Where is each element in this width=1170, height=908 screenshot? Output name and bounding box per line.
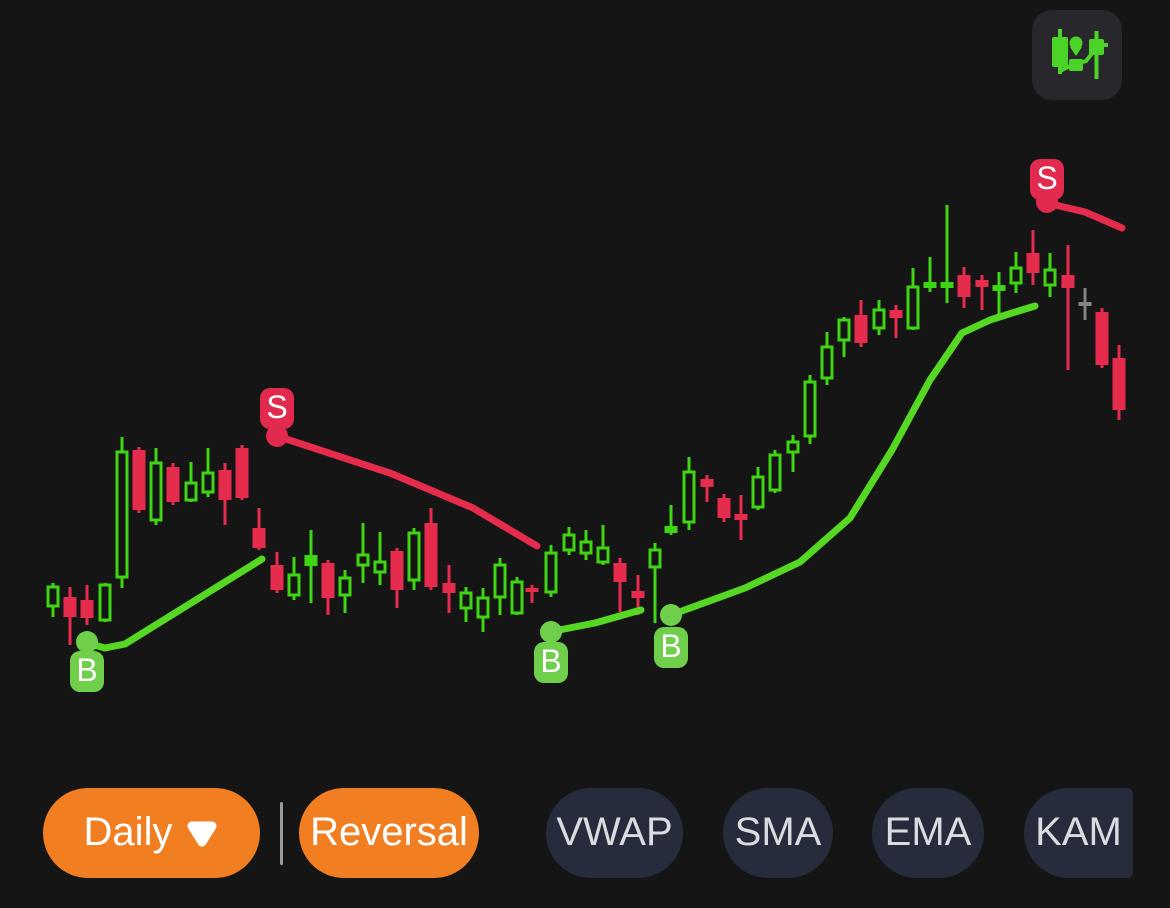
trade-marker-sell[interactable]: S (260, 388, 294, 447)
candle (803, 375, 817, 444)
candle (579, 530, 593, 560)
indicator-button-reversal[interactable]: Reversal (299, 788, 479, 878)
candle (132, 447, 146, 513)
candle (906, 268, 920, 330)
timeframe-button[interactable]: Daily (43, 788, 260, 878)
svg-text:B: B (660, 628, 681, 664)
candle (235, 445, 249, 500)
candle (751, 467, 765, 510)
reversal-candles-icon (1052, 29, 1108, 79)
candle (476, 588, 490, 632)
candle (1095, 308, 1109, 368)
svg-text:B: B (540, 643, 561, 679)
candle (854, 300, 868, 347)
candles-layer (46, 205, 1126, 645)
candle (1061, 245, 1075, 370)
candle (184, 462, 198, 502)
candle (373, 532, 387, 585)
indicator-label: KAM (1035, 809, 1122, 854)
candle (1026, 230, 1040, 285)
candle (940, 205, 954, 303)
indicator-label: VWAP (556, 809, 673, 854)
buy-trend-2 (545, 606, 645, 636)
candle (459, 587, 473, 622)
candle (390, 548, 404, 608)
indicator-button-ema[interactable]: EMA (872, 788, 984, 878)
candle (46, 583, 60, 617)
candle (957, 267, 971, 308)
indicator-button-sma[interactable]: SMA (723, 788, 833, 878)
candle (992, 272, 1006, 317)
candle (510, 577, 524, 615)
candle (872, 300, 886, 335)
candle (63, 587, 77, 645)
candle (682, 457, 696, 530)
toolbar-divider (280, 802, 283, 865)
svg-text:S: S (1036, 160, 1057, 196)
candle (923, 257, 937, 292)
candle (525, 585, 539, 603)
candle (80, 585, 94, 625)
candle (734, 495, 748, 540)
trade-marker-buy[interactable]: B (70, 631, 104, 692)
buy-trend-3 (667, 302, 1039, 619)
indicator-button-kam[interactable]: KAM (1024, 788, 1133, 878)
trade-marker-buy[interactable]: B (654, 604, 688, 668)
svg-text:S: S (266, 389, 287, 425)
candle (218, 463, 232, 525)
candle (1112, 345, 1126, 420)
candle (975, 275, 989, 310)
candle (613, 558, 627, 612)
sell-trend-1 (273, 432, 541, 550)
candle (338, 570, 352, 613)
candle (321, 560, 335, 615)
indicator-label: EMA (884, 809, 972, 854)
candle (1043, 253, 1057, 297)
candle (98, 583, 112, 622)
candle (270, 552, 284, 593)
candle (493, 558, 507, 615)
candle (166, 463, 180, 505)
candle (287, 557, 301, 600)
candle (1078, 288, 1092, 320)
candle (407, 528, 421, 590)
trade-marker-sell[interactable]: S (1030, 159, 1064, 213)
buy-trend-1 (83, 555, 266, 652)
candle (837, 317, 851, 357)
candle (115, 437, 129, 588)
indicator-label: Reversal (310, 809, 468, 854)
candle (442, 565, 456, 613)
indicator-button-vwap[interactable]: VWAP (546, 788, 683, 878)
svg-text:B: B (76, 652, 97, 688)
candle (424, 508, 438, 590)
candle (356, 523, 370, 583)
candle (820, 332, 834, 385)
triangle-down-icon (187, 821, 217, 847)
candle (717, 494, 731, 522)
candle (562, 527, 576, 555)
candle (768, 450, 782, 493)
timeframe-label: Daily (83, 809, 173, 854)
trade-marker-buy[interactable]: B (534, 621, 568, 683)
candle (544, 545, 558, 597)
bottom-toolbar: Daily Reversal VWAP SMA EMA KAM (0, 788, 1170, 878)
candle (889, 305, 903, 338)
candle (1009, 252, 1023, 293)
chart-style-button[interactable] (1032, 10, 1122, 100)
candle (252, 508, 266, 550)
candle (700, 475, 714, 502)
sell-trend-2 (1043, 199, 1126, 232)
candle (648, 543, 662, 623)
indicator-label: SMA (734, 809, 822, 854)
candle (596, 525, 610, 565)
candle (664, 505, 678, 535)
candle (149, 448, 163, 525)
candle (201, 448, 215, 497)
candle (786, 435, 800, 472)
candle (304, 530, 318, 603)
